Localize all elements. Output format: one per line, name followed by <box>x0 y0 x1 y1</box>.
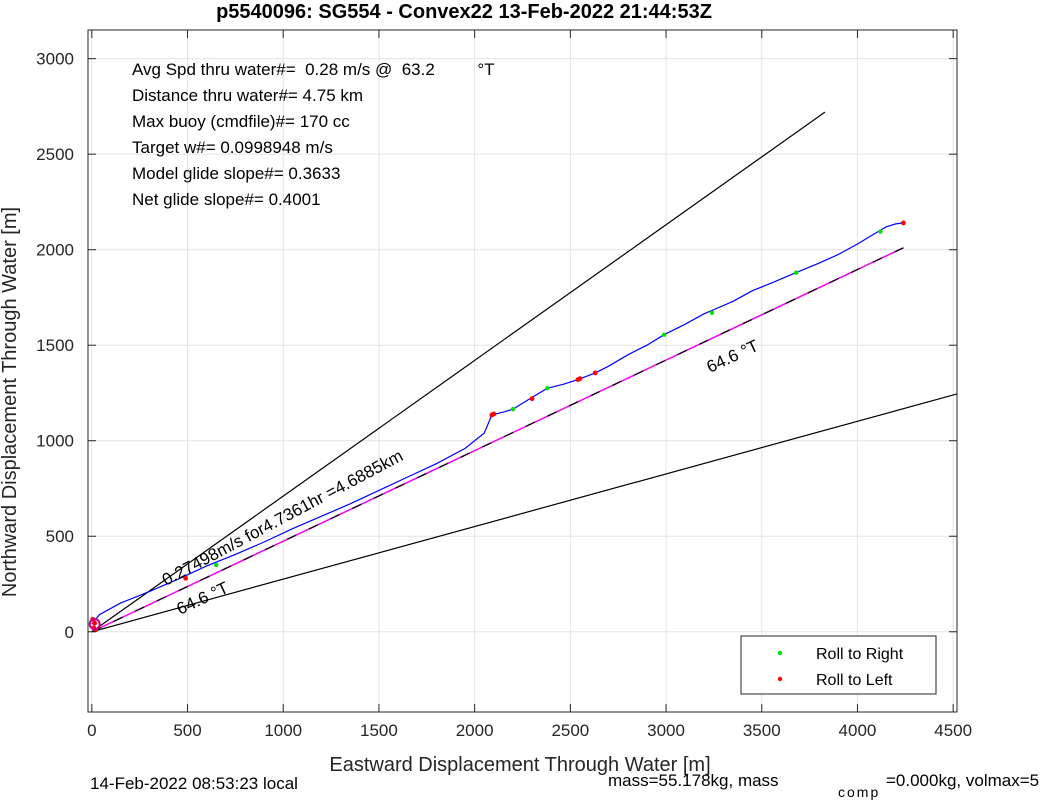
roll-right-point <box>661 332 667 337</box>
stat-distance: Distance thru water#= 4.75 km <box>132 86 363 105</box>
y-tick-label: 500 <box>46 527 74 546</box>
roll-left-point <box>92 620 98 626</box>
x-tick-label: 2000 <box>456 721 494 740</box>
axis-ticks: 0 500 1000 1500 2000 2500 3000 3500 4000 4500 0 500… <box>36 30 972 740</box>
x-tick-label: 1500 <box>360 721 398 740</box>
roll-left-point <box>577 376 583 382</box>
x-tick-label: 3000 <box>647 721 685 740</box>
grid <box>88 30 957 712</box>
stat-avg-speed: Avg Spd thru water#= 0.28 m/s @ 63.2 °T <box>132 60 495 79</box>
roll-right-point <box>878 229 883 234</box>
y-axis-label: Northward Displacement Through Water [m] <box>0 207 21 597</box>
footer-mass-sub: comp <box>838 784 880 800</box>
start-marker <box>88 618 101 631</box>
roll-left-point <box>901 220 906 226</box>
stat-net-glide: Net glide slope#= 0.4001 <box>132 190 321 209</box>
stat-target-w: Target w#= 0.0998948 m/s <box>132 138 333 157</box>
y-tick-label: 1000 <box>36 432 74 451</box>
track-layer <box>91 222 904 625</box>
x-tick-label: 4500 <box>934 721 972 740</box>
footer-mass: mass=55.178kg, mass <box>608 771 779 790</box>
legend-label-roll-left: Roll to Left <box>816 672 893 689</box>
x-tick-label: 3500 <box>743 721 781 740</box>
roll-right-point <box>794 270 799 275</box>
roll-markers <box>88 220 906 633</box>
reference-line-0 <box>91 111 826 633</box>
x-tick-label: 4000 <box>839 721 877 740</box>
footer-local-time: 14-Feb-2022 08:53:23 local <box>90 774 298 793</box>
roll-left-point <box>592 370 598 376</box>
glider-track <box>91 222 904 625</box>
y-tick-label: 0 <box>65 623 74 642</box>
x-tick-label: 2500 <box>551 721 589 740</box>
roll-right-point <box>214 562 219 568</box>
roll-left-point <box>529 396 535 402</box>
reference-lines <box>91 111 958 633</box>
legend-marker-roll-left <box>777 676 783 682</box>
stats-block: Avg Spd thru water#= 0.28 m/s @ 63.2 °T … <box>132 60 495 209</box>
legend-marker-roll-right <box>777 650 783 656</box>
footer-mass-prefix: mass=55.178kg, mass <box>608 771 779 790</box>
plot-frame <box>87 29 958 713</box>
x-tick-label: 0 <box>87 721 96 740</box>
x-tick-label: 1000 <box>264 721 302 740</box>
roll-right-point <box>709 310 715 315</box>
legend-label-roll-right: Roll to Right <box>816 646 904 663</box>
stat-model-glide: Model glide slope#= 0.3633 <box>132 164 340 183</box>
legend: Roll to Right Roll to Left <box>740 635 937 695</box>
plot-area <box>88 30 957 712</box>
roll-left-point <box>183 575 189 581</box>
x-axis-label: Eastward Displacement Through Water [m] <box>329 754 710 776</box>
roll-right-point <box>510 407 516 412</box>
stat-max-buoy: Max buoy (cmdfile)#= 170 cc <box>132 112 350 131</box>
x-tick-label: 500 <box>173 721 201 740</box>
footer-mass-suffix: =0.000kg, volmax=5 <box>886 771 1039 790</box>
y-tick-label: 3000 <box>36 50 74 69</box>
legend-box <box>740 635 937 695</box>
y-tick-label: 1500 <box>36 336 74 355</box>
chart-title: p5540096: SG554 - Convex22 13-Feb-2022 2… <box>216 1 712 23</box>
reference-line-1 <box>91 393 958 633</box>
roll-right-point <box>545 385 550 391</box>
y-tick-label: 2500 <box>36 145 74 164</box>
net-displacement-line <box>91 247 904 633</box>
y-tick-label: 2000 <box>36 241 74 260</box>
roll-left-point <box>491 411 497 417</box>
